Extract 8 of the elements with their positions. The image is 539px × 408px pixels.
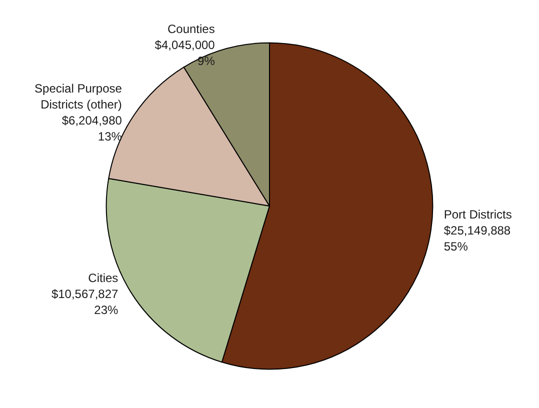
data-label: $10,567,827 23%: [51, 286, 118, 317]
slice-label: Port Districts: [444, 208, 512, 222]
data-label: $6,204,980 13%: [62, 113, 122, 144]
slice-label: Cities: [88, 270, 118, 285]
slice-label: Counties: [167, 22, 215, 36]
data-label: $4,045,000 9%: [154, 38, 216, 68]
slice-label: Special Purpose Districts (other): [34, 81, 122, 112]
data-label: $25,149,888 55%: [444, 224, 511, 254]
